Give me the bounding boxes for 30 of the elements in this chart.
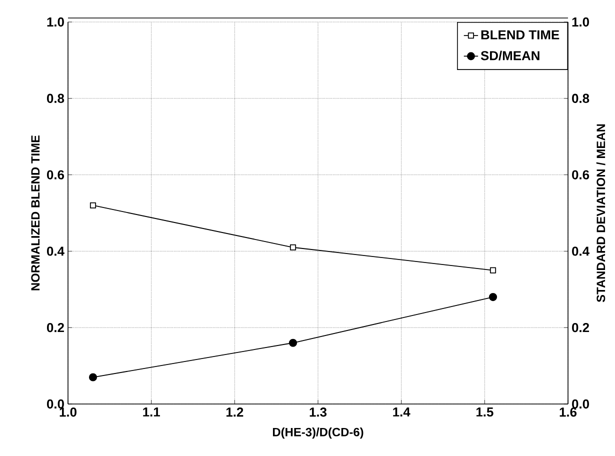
- x-tick-label: 1.4: [393, 408, 410, 416]
- legend-label: BLEND TIME: [481, 30, 560, 40]
- y2-axis-title: STANDARD DEVIATION / MEAN: [596, 124, 606, 302]
- x-tick-label: 1.5: [476, 408, 494, 417]
- y-tick-label: 1.0: [47, 17, 64, 27]
- y2-tick-label: 0.0: [572, 399, 589, 409]
- x-tick-label: 1.0: [60, 408, 76, 417]
- legend-label: SD/MEAN: [480, 50, 540, 60]
- point: [290, 244, 296, 250]
- y2-tick-label: 1.0: [572, 17, 589, 27]
- point: [490, 267, 496, 274]
- point: [88, 373, 98, 382]
- x-tick-label: 1.2: [226, 408, 244, 417]
- y2-tick-label: 0.4: [572, 246, 590, 256]
- x-tick-label: 1.3: [310, 408, 327, 417]
- x-tick-label: 1.1: [143, 408, 160, 416]
- point: [488, 293, 498, 302]
- y2-tick-label: 0.6: [572, 170, 590, 180]
- point: [288, 338, 298, 347]
- y-tick-label: 0.8: [46, 94, 64, 103]
- y-axis-title: NORMALIZED BLEND TIME: [31, 135, 40, 290]
- y-tick-label: 0.6: [46, 170, 64, 180]
- x-axis-title: D(HE-3)/D(CD-6): [272, 428, 364, 439]
- y2-tick-label: 0.2: [572, 323, 590, 332]
- point: [90, 202, 96, 208]
- y2-tick-label: 0.8: [572, 94, 590, 103]
- y-tick-label: 0.2: [46, 323, 64, 332]
- x-tick-label: 1.6: [560, 408, 577, 417]
- y-tick-label: 0.0: [46, 399, 64, 409]
- y-tick-label: 0.4: [46, 246, 64, 256]
